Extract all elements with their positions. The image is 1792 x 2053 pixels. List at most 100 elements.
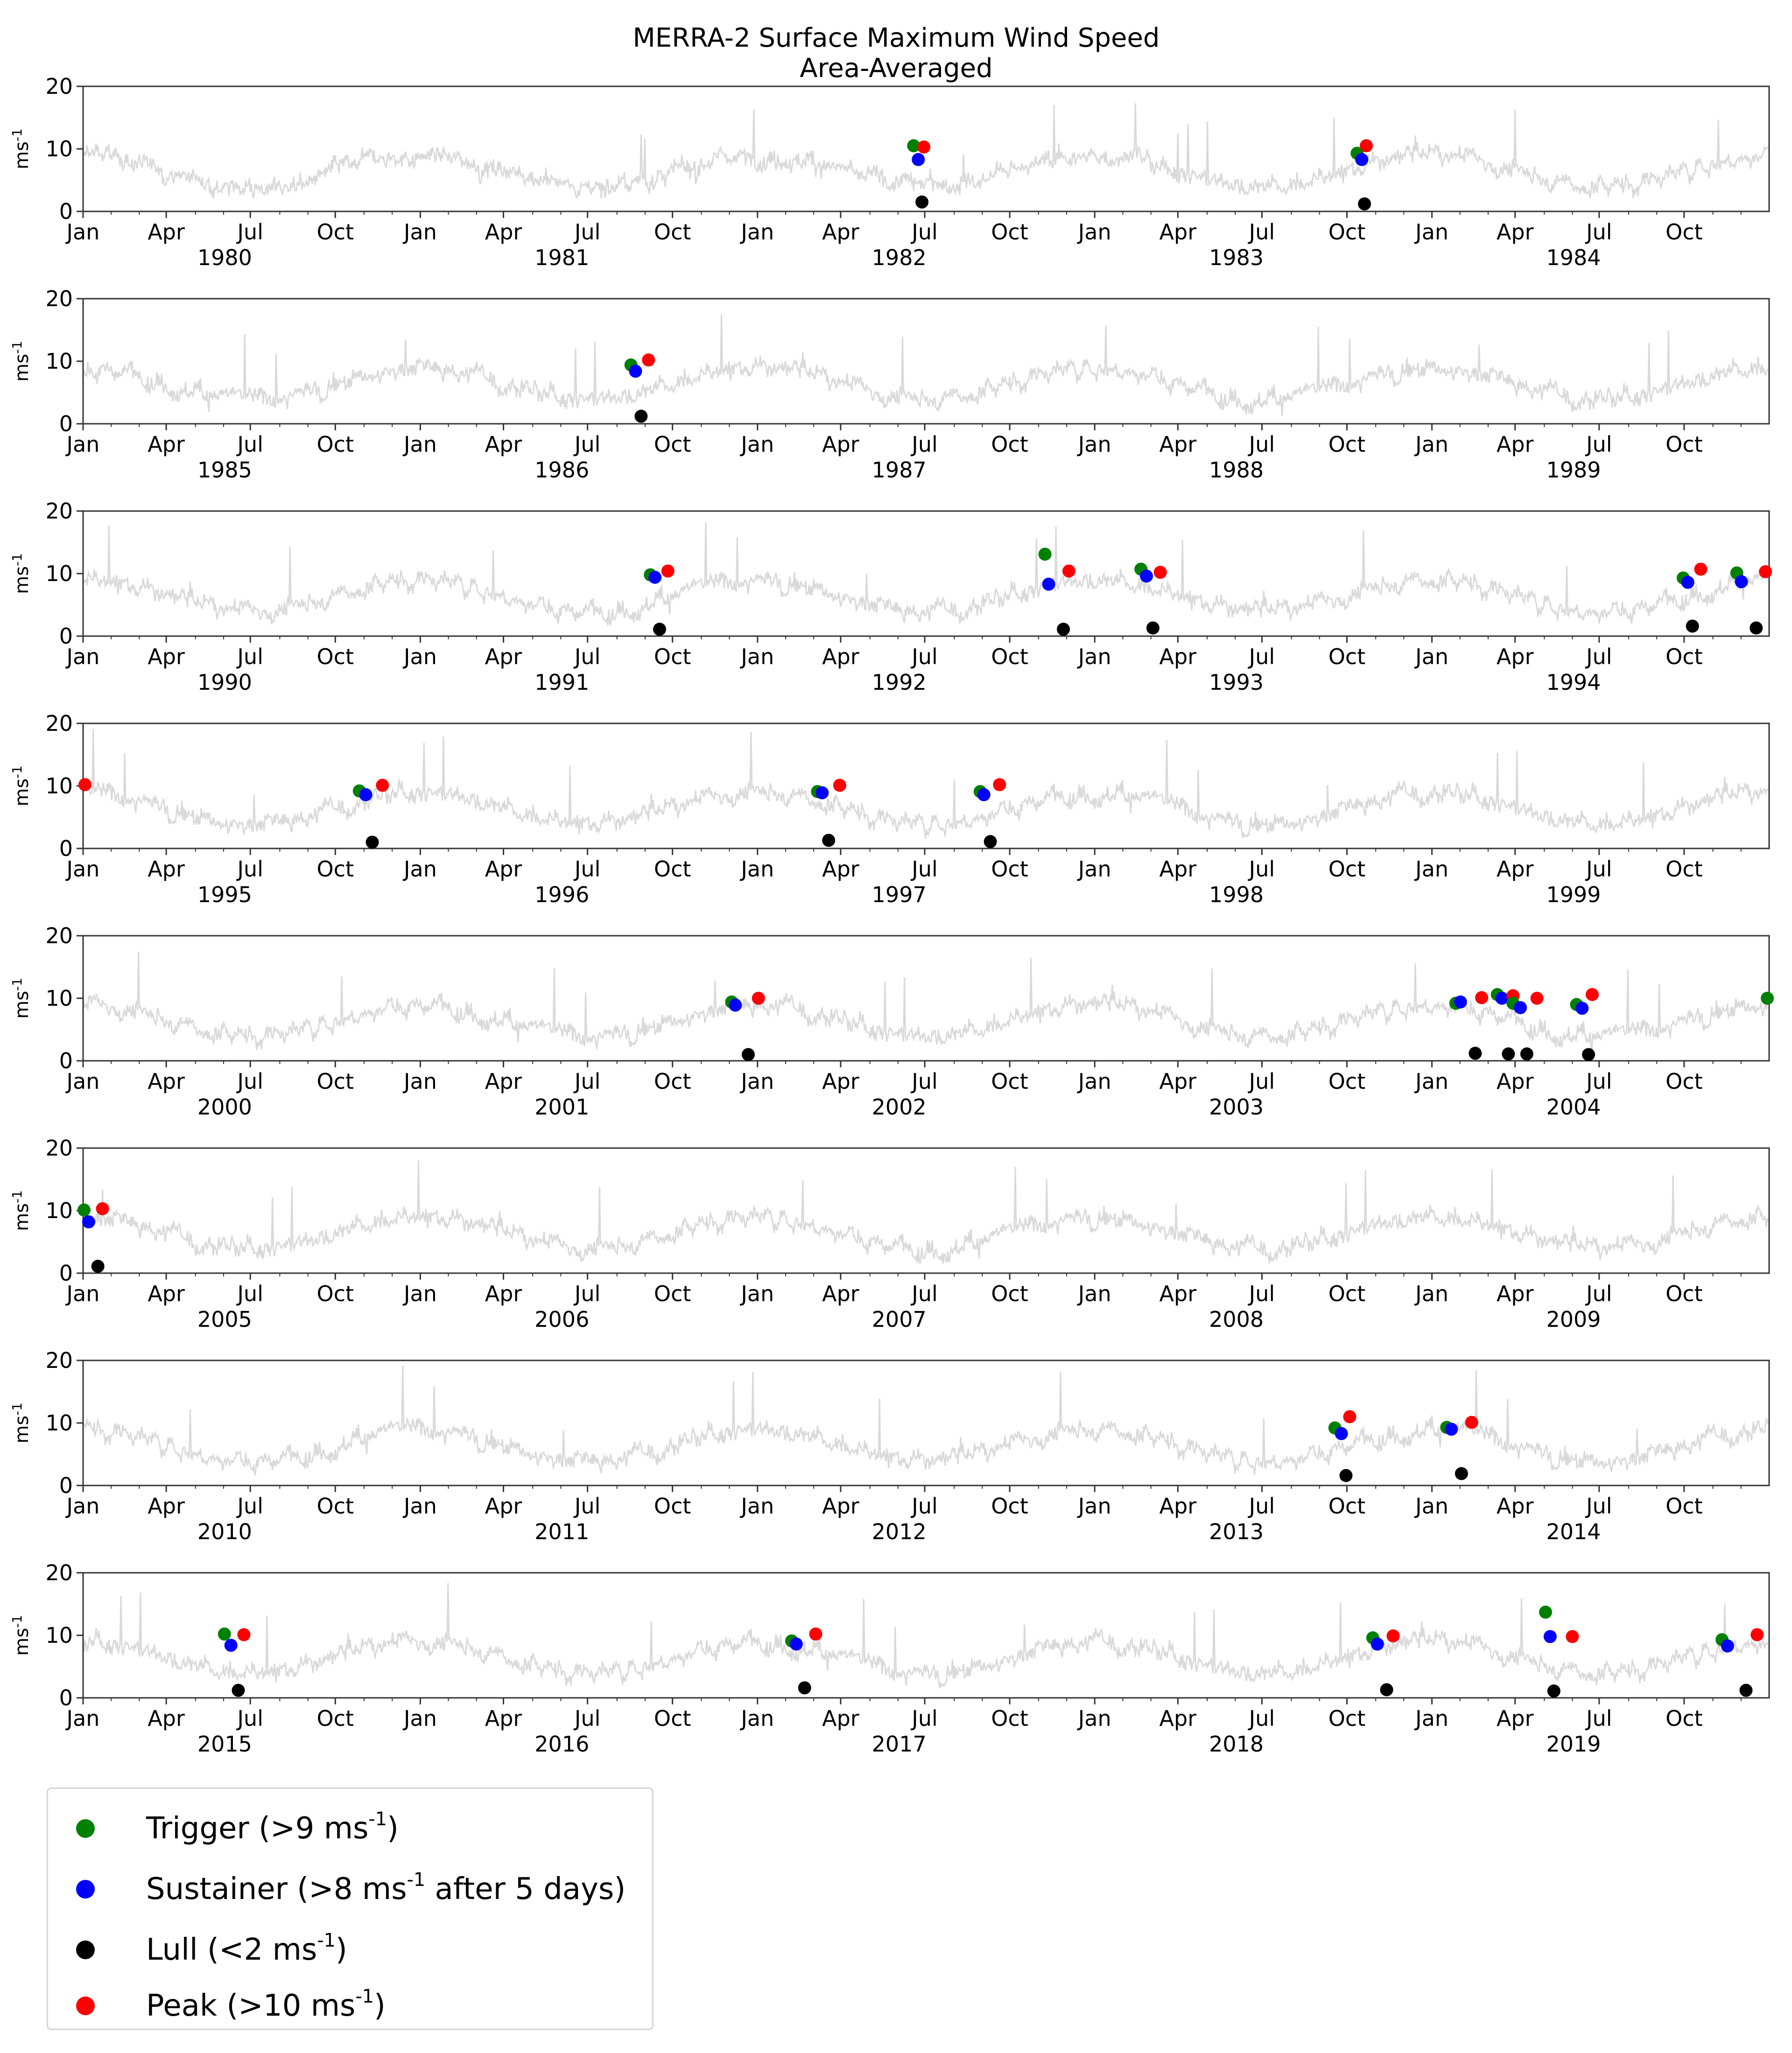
event: [644, 564, 675, 636]
y-axis-label: ms-1: [9, 341, 33, 382]
peak-point: [96, 1202, 109, 1215]
sustainer-point: [648, 571, 662, 584]
x-tick-label: Jul: [573, 1281, 601, 1306]
lull-point: [365, 835, 379, 849]
event: [77, 1202, 109, 1273]
x-tick-label: Jan: [65, 1706, 100, 1731]
x-tick-label: Jan: [402, 1069, 437, 1094]
sustainer-point: [1543, 1630, 1557, 1643]
x-tick-label: Oct: [1328, 1281, 1366, 1306]
lull-point: [915, 195, 929, 209]
legend-marker-peak: [76, 1997, 95, 2015]
x-tick-label: Oct: [654, 219, 691, 245]
y-tick-label: 0: [59, 1473, 73, 1498]
year-label: 2001: [534, 1094, 589, 1120]
x-tick-label: Oct: [1666, 1493, 1703, 1519]
x-tick-label: Apr: [148, 1706, 185, 1731]
x-tick-label: Apr: [148, 1069, 185, 1094]
x-tick-label: Oct: [991, 1706, 1028, 1731]
event: [1440, 1415, 1478, 1480]
y-tick-label: 10: [45, 986, 73, 1011]
x-tick-label: Apr: [1160, 1706, 1197, 1731]
x-tick-label: Oct: [317, 856, 354, 882]
x-tick-label: Jan: [1414, 1069, 1448, 1094]
event: [907, 139, 931, 209]
year-label: 2009: [1546, 1307, 1601, 1332]
sustainer-point: [1370, 1637, 1384, 1651]
event: [725, 992, 765, 1061]
sustainer-point: [1355, 153, 1369, 166]
x-tick-label: Jul: [1585, 432, 1612, 457]
x-tick-label: Oct: [1666, 1706, 1703, 1731]
x-tick-label: Oct: [991, 1281, 1028, 1306]
x-tick-label: Oct: [1666, 432, 1703, 457]
x-tick-label: Jul: [1585, 856, 1612, 882]
sustainer-point: [1681, 575, 1694, 589]
sustainer-point: [912, 153, 925, 166]
year-label: 1983: [1209, 245, 1264, 270]
x-tick-label: Apr: [485, 644, 522, 669]
x-tick-label: Jan: [402, 644, 437, 669]
legend-item-lull: Lull (<2 ms-1): [76, 1929, 347, 1971]
x-tick-label: Jul: [236, 1706, 263, 1731]
x-tick-label: Jan: [1414, 432, 1448, 457]
x-tick-label: Jul: [573, 432, 601, 457]
x-tick-label: Jul: [910, 1069, 938, 1094]
trigger-point: [1038, 547, 1052, 561]
wind-speed-series: [83, 522, 1769, 626]
x-tick-label: Apr: [148, 1493, 185, 1519]
x-tick-label: Apr: [1160, 1281, 1197, 1306]
x-tick-label: Jan: [65, 1493, 100, 1519]
x-tick-label: Jan: [402, 1493, 437, 1519]
x-tick-label: Apr: [1497, 1281, 1534, 1306]
chart-title: MERRA-2 Surface Maximum Wind Speed: [633, 23, 1160, 53]
x-tick-label: Jul: [910, 856, 938, 882]
x-tick-label: Jul: [910, 432, 938, 457]
x-tick-label: Oct: [1328, 1706, 1366, 1731]
year-label: 2019: [1546, 1731, 1601, 1757]
y-tick-label: 0: [59, 1261, 73, 1286]
x-tick-label: Jul: [910, 1706, 938, 1731]
x-tick-label: Oct: [654, 1069, 691, 1094]
peak-point: [1694, 562, 1708, 576]
year-label: 1998: [1209, 882, 1264, 907]
event: [811, 778, 846, 847]
trigger-point: [1761, 992, 1774, 1005]
y-tick-label: 20: [45, 711, 73, 736]
lull-point: [232, 1683, 245, 1697]
x-tick-label: Apr: [822, 1493, 859, 1519]
event: [1366, 1629, 1400, 1696]
year-label: 2005: [197, 1307, 252, 1332]
x-tick-label: Apr: [1160, 432, 1197, 457]
event: [1570, 988, 1599, 1061]
y-axis-label: ms-1: [9, 553, 33, 594]
lull-point: [1502, 1047, 1515, 1061]
trigger-point: [77, 1203, 91, 1217]
x-tick-label: Apr: [148, 219, 185, 245]
x-tick-label: Apr: [485, 432, 522, 457]
year-label: 1986: [534, 457, 589, 483]
x-tick-label: Apr: [1497, 1706, 1534, 1731]
lull-point: [1520, 1047, 1533, 1061]
y-tick-label: 10: [45, 561, 73, 586]
x-tick-label: Jan: [739, 432, 774, 457]
peak-point: [809, 1627, 822, 1641]
x-tick-label: Jan: [1077, 1281, 1111, 1306]
year-label: 1984: [1546, 245, 1601, 270]
legend-marker-lull: [76, 1941, 95, 1959]
year-label: 1988: [1209, 457, 1264, 483]
peak-point: [833, 778, 846, 792]
legend-label-peak: Peak (>10 ms-1): [146, 1986, 386, 2023]
y-axis-label: ms-1: [9, 978, 33, 1019]
x-tick-label: Oct: [1328, 432, 1366, 457]
peak-point: [1360, 139, 1373, 153]
x-tick-label: Oct: [991, 1069, 1028, 1094]
panel-1980-1984: 0 10 20 ms-1 Jan Apr Jul Oct 1980 Jan Apr Jul Oct 198…: [9, 74, 1770, 270]
x-tick-label: Apr: [148, 856, 185, 882]
event: [78, 778, 91, 792]
year-label: 2017: [872, 1731, 927, 1757]
y-tick-label: 0: [59, 624, 73, 649]
sustainer-point: [1735, 575, 1748, 589]
x-tick-label: Apr: [1497, 432, 1534, 457]
x-tick-label: Apr: [485, 856, 522, 882]
